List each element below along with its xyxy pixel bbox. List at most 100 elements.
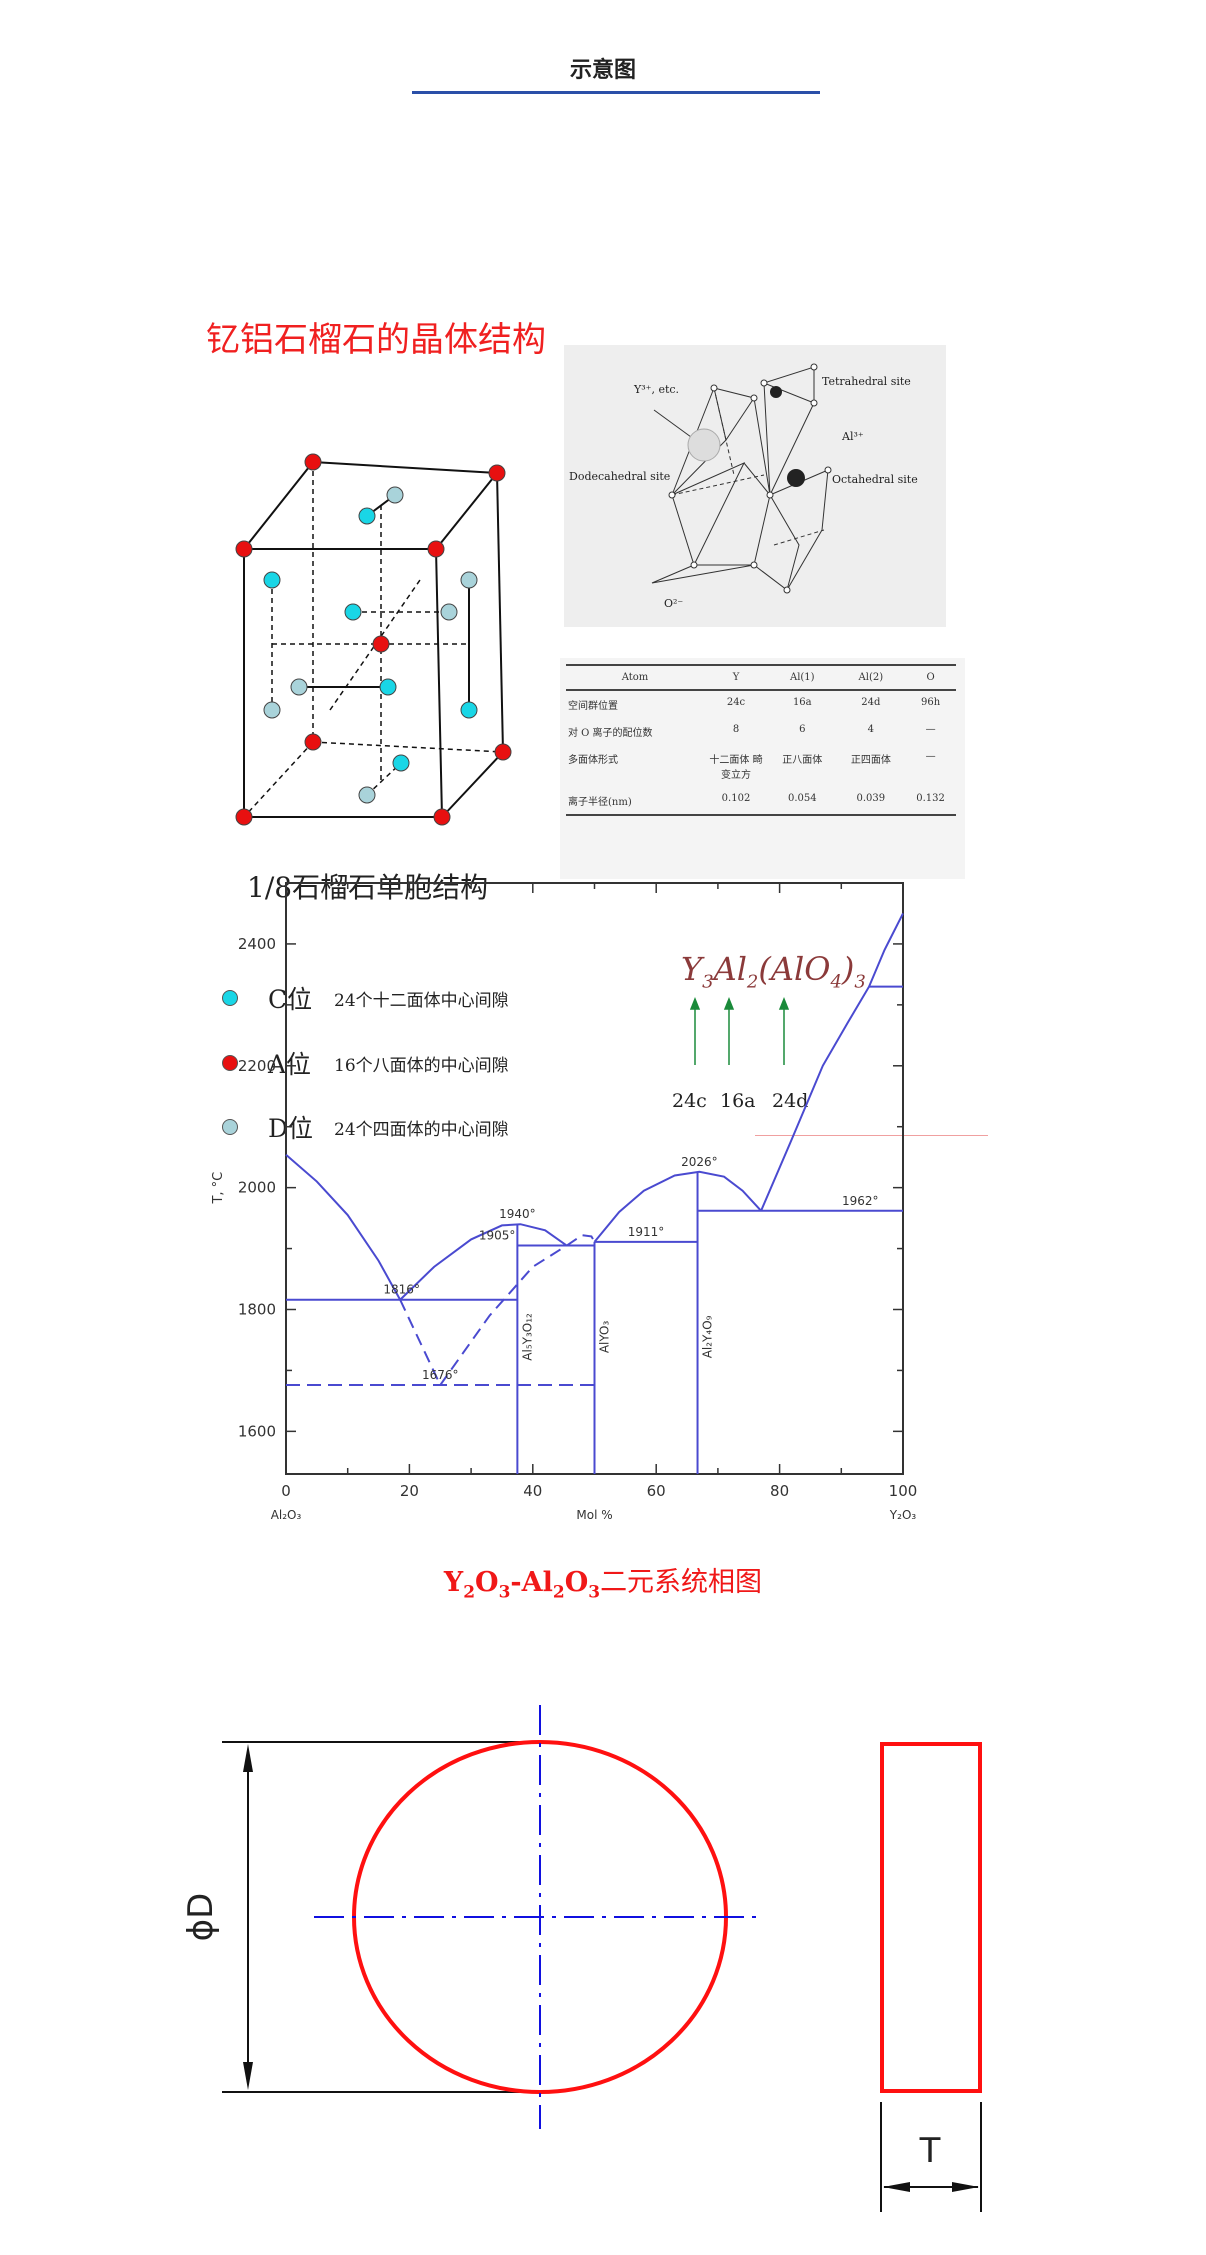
table-row: 离子半径(nm) 0.102 0.054 0.039 0.132 — [566, 787, 956, 816]
isotherm-label: 1676° — [422, 1368, 459, 1382]
position-label: 16a — [720, 1090, 756, 1112]
liquidus-curve — [399, 1223, 568, 1301]
y-tick-label: 2400 — [238, 935, 276, 953]
x-axis-label: Mol % — [576, 1508, 612, 1522]
column-header: Al(1) — [768, 664, 837, 691]
sample-drawing: ϕD T — [181, 1705, 982, 2212]
yag-formula: Y3Al2(AlO4)3 — [681, 950, 866, 993]
peak-label: 1940° — [499, 1207, 536, 1221]
sample-side-outline — [880, 1742, 982, 2093]
isotherm-label: 1962° — [842, 1194, 879, 1208]
cell: 0.132 — [905, 787, 956, 816]
phase-diagram-caption: Y2O3-Al2O3二元系统相图 — [443, 1567, 763, 1603]
label-tetrahedral: Tetrahedral site — [822, 375, 911, 388]
peak-label: 2026° — [681, 1155, 718, 1169]
cell: — — [925, 751, 936, 762]
x-tick-label: 0 — [281, 1482, 291, 1500]
column-header: Atom — [566, 664, 704, 691]
compound-label: Al₅Y₃O₁₂ — [520, 1313, 534, 1361]
title-underline — [412, 91, 820, 94]
y-tick-label: 2000 — [238, 1179, 276, 1197]
table-row: 对 O 离子的配位数 8 6 4 — — [566, 718, 956, 745]
legend-site-label: D位 — [268, 1114, 314, 1143]
divider — [755, 1135, 988, 1136]
arrow-up-icon — [243, 1744, 253, 1772]
table-row: 多面体形式 十二面体 畸变立方 正八面体 正四面体 — — [566, 745, 956, 787]
cell: 离子半径(nm) — [566, 787, 704, 816]
label-dodecahedral: Dodecahedral site — [569, 470, 670, 483]
cell: 96h — [920, 697, 941, 708]
x-tick-label: 40 — [523, 1482, 542, 1500]
crystal-structure-title: 钇铝石榴石的晶体结构 — [206, 320, 546, 360]
metastable-curve — [439, 1244, 568, 1386]
x-tick-label: 60 — [647, 1482, 666, 1500]
red-dot-icon — [222, 1055, 238, 1071]
y-axis-label: T, °C — [211, 1172, 226, 1205]
legend-a-site: A位 16个八面体的中心间隙 — [222, 1045, 509, 1081]
legend-desc: 24个四面体的中心间隙 — [334, 1119, 509, 1140]
liquidus-curve — [593, 1170, 762, 1243]
cell: 十二面体 畸变立方 — [709, 755, 763, 781]
isotherm-label: 1905° — [479, 1229, 516, 1243]
column-header: Y — [704, 664, 768, 691]
cyan-dot-icon — [222, 990, 238, 1006]
position-label: 24d — [772, 1090, 809, 1112]
metastable-curve — [566, 1234, 596, 1247]
column-header: Al(2) — [836, 664, 906, 691]
arrow-left-icon — [883, 2182, 910, 2192]
cell: 16a — [792, 697, 812, 708]
arrow-up-icon — [723, 996, 735, 1010]
garnet-structure-figure: Y³⁺, etc. Tetrahedral site Al³⁺ Dodecahe… — [564, 345, 946, 627]
label-y-ion: Y³⁺, etc. — [633, 383, 679, 396]
cell: 0.054 — [768, 787, 837, 816]
legend-d-site: D位 24个四面体的中心间隙 — [222, 1109, 509, 1145]
table-header-row: Atom Y Al(1) Al(2) O — [566, 664, 956, 691]
legend-site-label: A位 — [268, 1050, 312, 1079]
x-end-label-left: Al₂O₃ — [271, 1508, 302, 1522]
position-arrows — [689, 996, 790, 1065]
arrow-right-icon — [952, 2182, 979, 2192]
page-title: 示意图 — [569, 58, 636, 83]
cell: 0.039 — [836, 787, 906, 816]
cube-caption: 1/8石榴石单胞结构 — [247, 871, 489, 904]
phase-diagram: 0 20 40 60 80 100 1600 1800 2000 2200 2400 Mol % Al₂… — [211, 882, 918, 1522]
legend-c-site: C位 24个十二面体中心间隙 — [222, 980, 509, 1016]
arrow-up-icon — [689, 996, 701, 1010]
arrow-down-icon — [243, 2062, 253, 2090]
label-octahedral: Octahedral site — [832, 473, 918, 486]
cell: 0.102 — [704, 787, 768, 816]
legend-desc: 24个十二面体中心间隙 — [334, 990, 509, 1011]
y-tick-label: 1600 — [238, 1422, 276, 1440]
cell: — — [925, 724, 936, 735]
compound-label: AlYO₃ — [598, 1320, 612, 1353]
isotherm-label: 1911° — [628, 1225, 665, 1239]
table-row: 空间群位置 24c 16a 24d 96h — [566, 690, 956, 718]
legend-site-label: C位 — [268, 985, 313, 1014]
unit-cell-diagram — [235, 453, 512, 826]
d-site-atoms — [263, 486, 478, 804]
y-tick-label: 2200 — [238, 1057, 276, 1075]
position-label: 24c — [672, 1090, 707, 1112]
label-al-ion: Al³⁺ — [841, 430, 864, 443]
c-site-atoms — [263, 507, 478, 772]
metastable-curve — [399, 1299, 442, 1386]
label-o-ion: O²⁻ — [664, 597, 683, 610]
cell: 多面体形式 — [568, 755, 618, 766]
thickness-label: T — [919, 2131, 941, 2171]
grey-dot-icon — [222, 1119, 238, 1135]
liquidus-curve — [285, 1153, 402, 1301]
isotherm-label: 1816° — [383, 1283, 420, 1297]
cell: 正八面体 — [782, 755, 823, 766]
y-tick-label: 1800 — [238, 1300, 276, 1318]
column-header: O — [905, 664, 956, 691]
cell: 8 — [732, 724, 740, 735]
cell: 正四面体 — [850, 755, 891, 766]
cell: 空间群位置 — [568, 701, 618, 712]
x-tick-label: 80 — [770, 1482, 789, 1500]
cell: 6 — [799, 724, 806, 735]
x-end-label-right: Y₂O₃ — [889, 1508, 917, 1522]
x-tick-label: 100 — [889, 1482, 918, 1500]
diameter-label: ϕD — [181, 1893, 221, 1942]
legend-desc: 16个八面体的中心间隙 — [334, 1055, 509, 1076]
